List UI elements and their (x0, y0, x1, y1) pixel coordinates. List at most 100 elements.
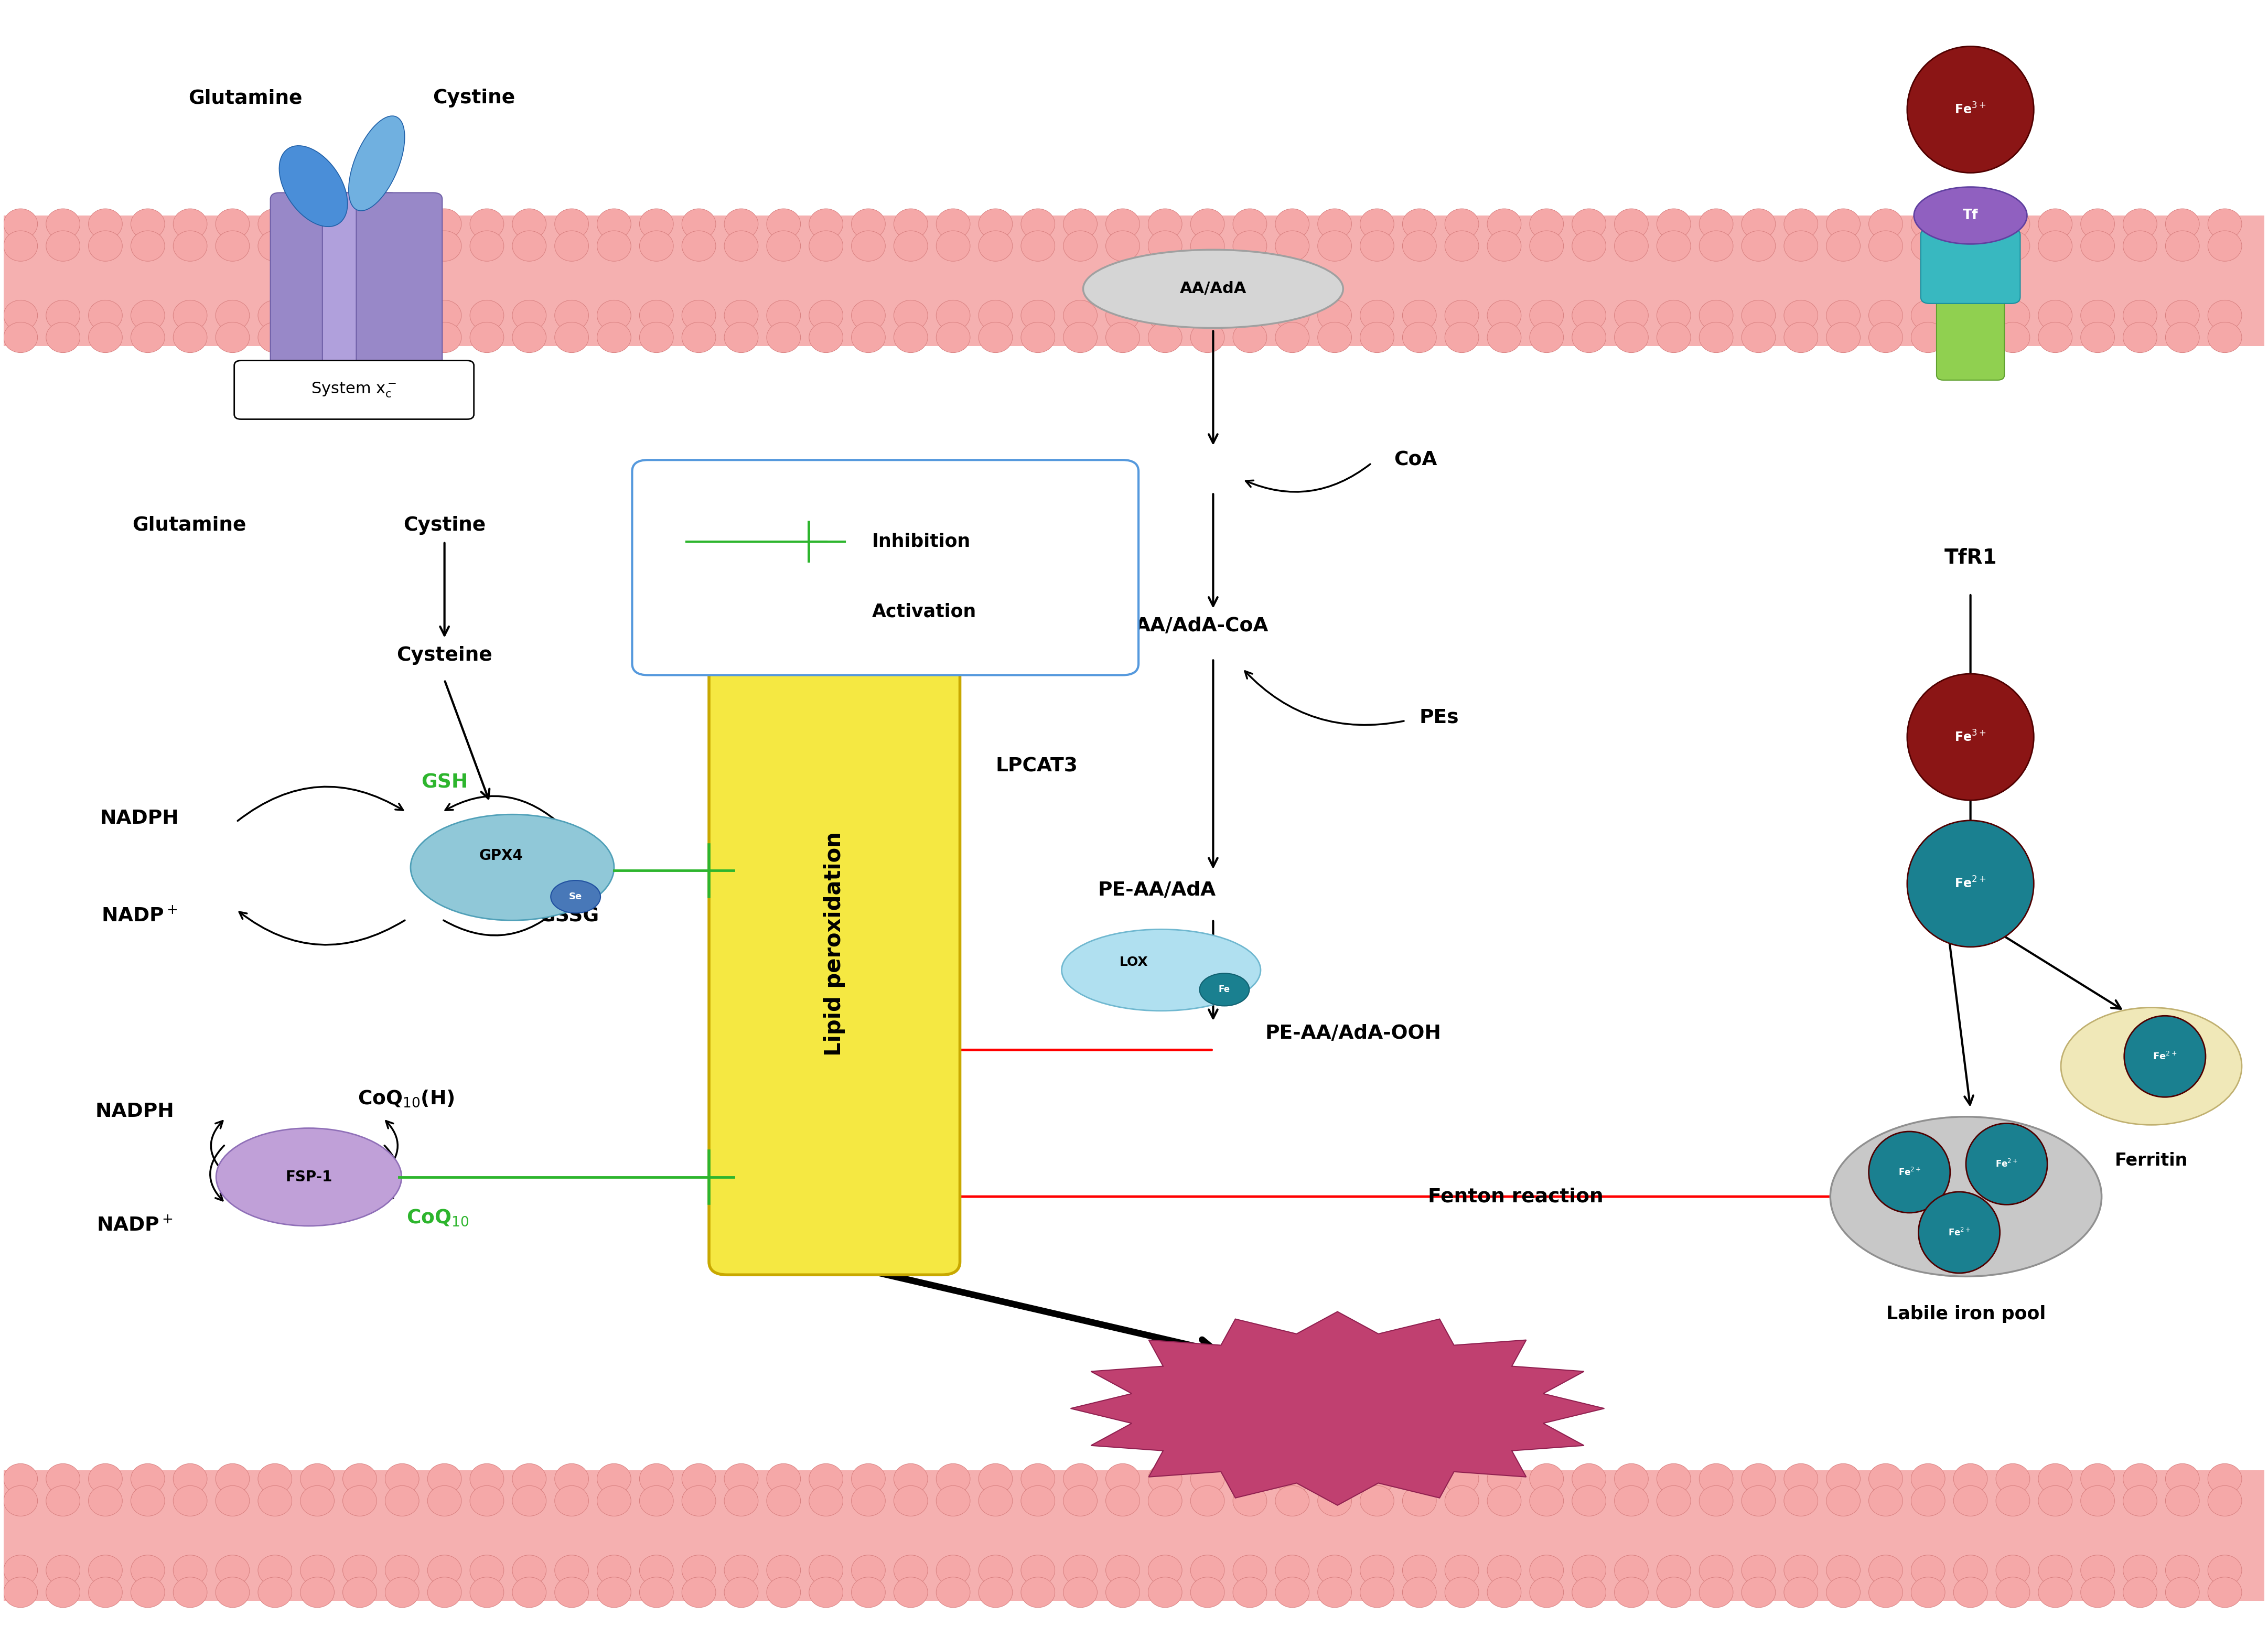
Ellipse shape (2125, 1017, 2204, 1097)
Text: LOX: LOX (1120, 956, 1148, 967)
Text: Tf: Tf (1962, 208, 1978, 223)
Ellipse shape (1488, 1463, 1522, 1495)
Ellipse shape (894, 1555, 928, 1586)
Ellipse shape (1907, 46, 2034, 174)
Ellipse shape (2123, 322, 2157, 352)
Ellipse shape (132, 1486, 166, 1516)
Ellipse shape (1785, 322, 1819, 352)
Ellipse shape (1699, 322, 1733, 352)
Text: Activation: Activation (871, 602, 975, 620)
Ellipse shape (1402, 322, 1436, 352)
Ellipse shape (2080, 231, 2114, 262)
Ellipse shape (1488, 1576, 1522, 1608)
Ellipse shape (2039, 1486, 2073, 1516)
Ellipse shape (342, 231, 376, 262)
Ellipse shape (1064, 1463, 1098, 1495)
Ellipse shape (767, 231, 801, 262)
Ellipse shape (469, 300, 503, 331)
Ellipse shape (1699, 1576, 1733, 1608)
Ellipse shape (2207, 300, 2241, 331)
Text: PEs: PEs (1420, 709, 1458, 727)
Ellipse shape (1572, 1576, 1606, 1608)
Ellipse shape (1361, 1555, 1395, 1586)
Ellipse shape (88, 210, 122, 239)
Ellipse shape (88, 1463, 122, 1495)
Ellipse shape (2166, 300, 2200, 331)
Ellipse shape (88, 1486, 122, 1516)
Ellipse shape (1869, 1576, 1903, 1608)
Ellipse shape (1869, 1131, 1950, 1213)
Ellipse shape (299, 1463, 333, 1495)
Text: Inhibition: Inhibition (871, 532, 971, 550)
Ellipse shape (469, 322, 503, 352)
Ellipse shape (215, 1486, 249, 1516)
Ellipse shape (1445, 1486, 1479, 1516)
Ellipse shape (2123, 210, 2157, 239)
Ellipse shape (2123, 300, 2157, 331)
Ellipse shape (1919, 1192, 2000, 1274)
Ellipse shape (411, 815, 615, 920)
Ellipse shape (1234, 1486, 1268, 1516)
Ellipse shape (1064, 322, 1098, 352)
Ellipse shape (894, 210, 928, 239)
Ellipse shape (640, 300, 674, 331)
Ellipse shape (1785, 210, 1819, 239)
Ellipse shape (1785, 231, 1819, 262)
Ellipse shape (894, 300, 928, 331)
Ellipse shape (1402, 1555, 1436, 1586)
Ellipse shape (386, 231, 420, 262)
Ellipse shape (299, 1555, 333, 1586)
Ellipse shape (810, 322, 844, 352)
Ellipse shape (2207, 322, 2241, 352)
Ellipse shape (1785, 1555, 1819, 1586)
Ellipse shape (1529, 1576, 1563, 1608)
Ellipse shape (1021, 322, 1055, 352)
Ellipse shape (172, 231, 206, 262)
Ellipse shape (894, 322, 928, 352)
Ellipse shape (723, 231, 758, 262)
Ellipse shape (342, 1463, 376, 1495)
Ellipse shape (45, 1486, 79, 1516)
Ellipse shape (1953, 1576, 1987, 1608)
Ellipse shape (1785, 300, 1819, 331)
Ellipse shape (132, 210, 166, 239)
Ellipse shape (1275, 1463, 1309, 1495)
Ellipse shape (429, 300, 460, 331)
Ellipse shape (88, 322, 122, 352)
Ellipse shape (1191, 300, 1225, 331)
Ellipse shape (1785, 1486, 1819, 1516)
Ellipse shape (1191, 210, 1225, 239)
Text: NADP$^+$: NADP$^+$ (102, 907, 177, 925)
Ellipse shape (1572, 300, 1606, 331)
Ellipse shape (683, 300, 717, 331)
Ellipse shape (215, 1128, 401, 1226)
Ellipse shape (1996, 1486, 2030, 1516)
Ellipse shape (1699, 300, 1733, 331)
Ellipse shape (1402, 210, 1436, 239)
Ellipse shape (429, 322, 460, 352)
Text: Glutamine: Glutamine (132, 516, 245, 535)
Ellipse shape (132, 322, 166, 352)
Ellipse shape (513, 300, 547, 331)
Ellipse shape (299, 1486, 333, 1516)
Polygon shape (1070, 1311, 1603, 1506)
Ellipse shape (556, 1486, 590, 1516)
Ellipse shape (2207, 1576, 2241, 1608)
Ellipse shape (640, 1555, 674, 1586)
Text: Fe: Fe (1218, 985, 1229, 994)
Ellipse shape (513, 231, 547, 262)
Text: Fe$^{3+}$: Fe$^{3+}$ (1955, 103, 1987, 116)
Text: TfR1: TfR1 (1944, 548, 1996, 568)
Ellipse shape (683, 1576, 717, 1608)
Ellipse shape (2080, 210, 2114, 239)
Ellipse shape (5, 210, 39, 239)
Ellipse shape (1191, 231, 1225, 262)
Ellipse shape (259, 1555, 293, 1586)
Ellipse shape (429, 1555, 460, 1586)
Ellipse shape (1021, 1463, 1055, 1495)
Ellipse shape (1148, 1463, 1182, 1495)
Ellipse shape (386, 322, 420, 352)
Ellipse shape (2207, 210, 2241, 239)
Ellipse shape (978, 322, 1012, 352)
Ellipse shape (215, 1555, 249, 1586)
